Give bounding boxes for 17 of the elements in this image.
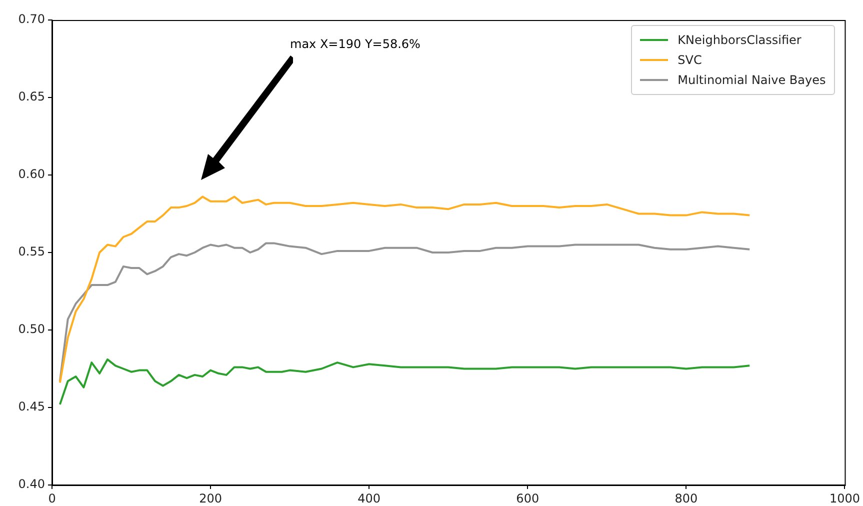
x-tick-label: 800 bbox=[674, 491, 698, 506]
annotation: max X=190 Y=58.6% bbox=[290, 37, 420, 51]
x-tick-label: 600 bbox=[516, 491, 540, 506]
legend-label: SVC bbox=[678, 53, 702, 67]
y-tick-label: 0.60 bbox=[18, 167, 45, 182]
y-tick-label: 0.70 bbox=[18, 12, 45, 26]
y-tick-label: 0.55 bbox=[18, 244, 45, 259]
x-tick-label: 200 bbox=[199, 491, 222, 506]
x-tick-label: 1000 bbox=[829, 491, 860, 506]
y-tick-label: 0.65 bbox=[18, 90, 45, 104]
y-tick-label: 0.40 bbox=[18, 477, 45, 492]
x-tick-label: 0 bbox=[48, 491, 56, 506]
legend-label: Multinomial Naive Bayes bbox=[678, 73, 826, 87]
legend-label: KNeighborsClassifier bbox=[678, 33, 802, 47]
x-tick-label: 400 bbox=[358, 491, 381, 506]
y-tick-label: 0.50 bbox=[18, 322, 45, 336]
y-tick-label: 0.45 bbox=[18, 400, 45, 414]
